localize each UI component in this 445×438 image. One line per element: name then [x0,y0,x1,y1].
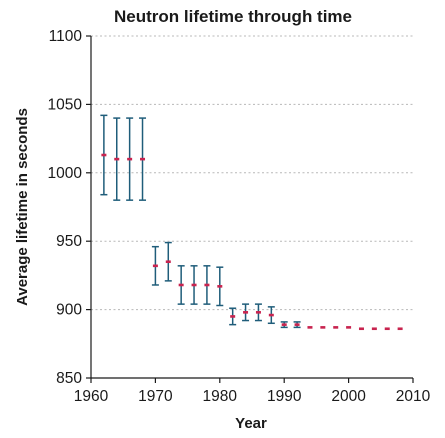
data-point-1990 [280,321,288,329]
data-point-1970 [151,245,159,286]
x-tick-labels: 1960 1970 1980 1990 2000 2010 [74,388,431,405]
y-tick-labels: 850 900 950 1000 1050 1100 [48,28,83,387]
data-point-1982 [229,307,237,326]
data-point-1986 [254,303,262,322]
y-axis-label: Average lifetime in seconds [14,108,31,306]
y-tick-label-950: 950 [56,233,82,250]
chart-title: Neutron lifetime through time [114,7,352,26]
y-tick-label-1050: 1050 [48,96,83,113]
y-tick-label-850: 850 [56,370,82,387]
data-point-1962 [100,114,108,196]
data-point-1988 [267,306,275,325]
data-point-1968 [139,117,147,201]
y-tick-label-1100: 1100 [49,28,83,45]
data-point-1966 [126,117,134,201]
data-point-1984 [242,303,250,322]
gridlines [91,35,413,311]
data-point-1992 [293,321,301,329]
x-tick-label-1970: 1970 [138,388,173,405]
data-point-1980 [216,266,224,307]
x-axis-label: Year [235,415,267,432]
x-tick-label-1960: 1960 [74,388,109,405]
x-tick-label-1990: 1990 [267,388,302,405]
data-point-1976 [190,265,198,305]
data-point-1974 [177,265,185,305]
x-tick-label-2010: 2010 [396,388,431,405]
data-points [100,114,403,331]
y-tick-label-1000: 1000 [48,165,83,182]
data-point-1978 [203,265,211,305]
y-tick-label-900: 900 [56,302,82,319]
data-point-1964 [113,117,121,201]
data-point-1972 [164,241,172,282]
axes [86,35,414,383]
x-tick-label-2000: 2000 [331,388,366,405]
x-tick-label-1980: 1980 [203,388,238,405]
